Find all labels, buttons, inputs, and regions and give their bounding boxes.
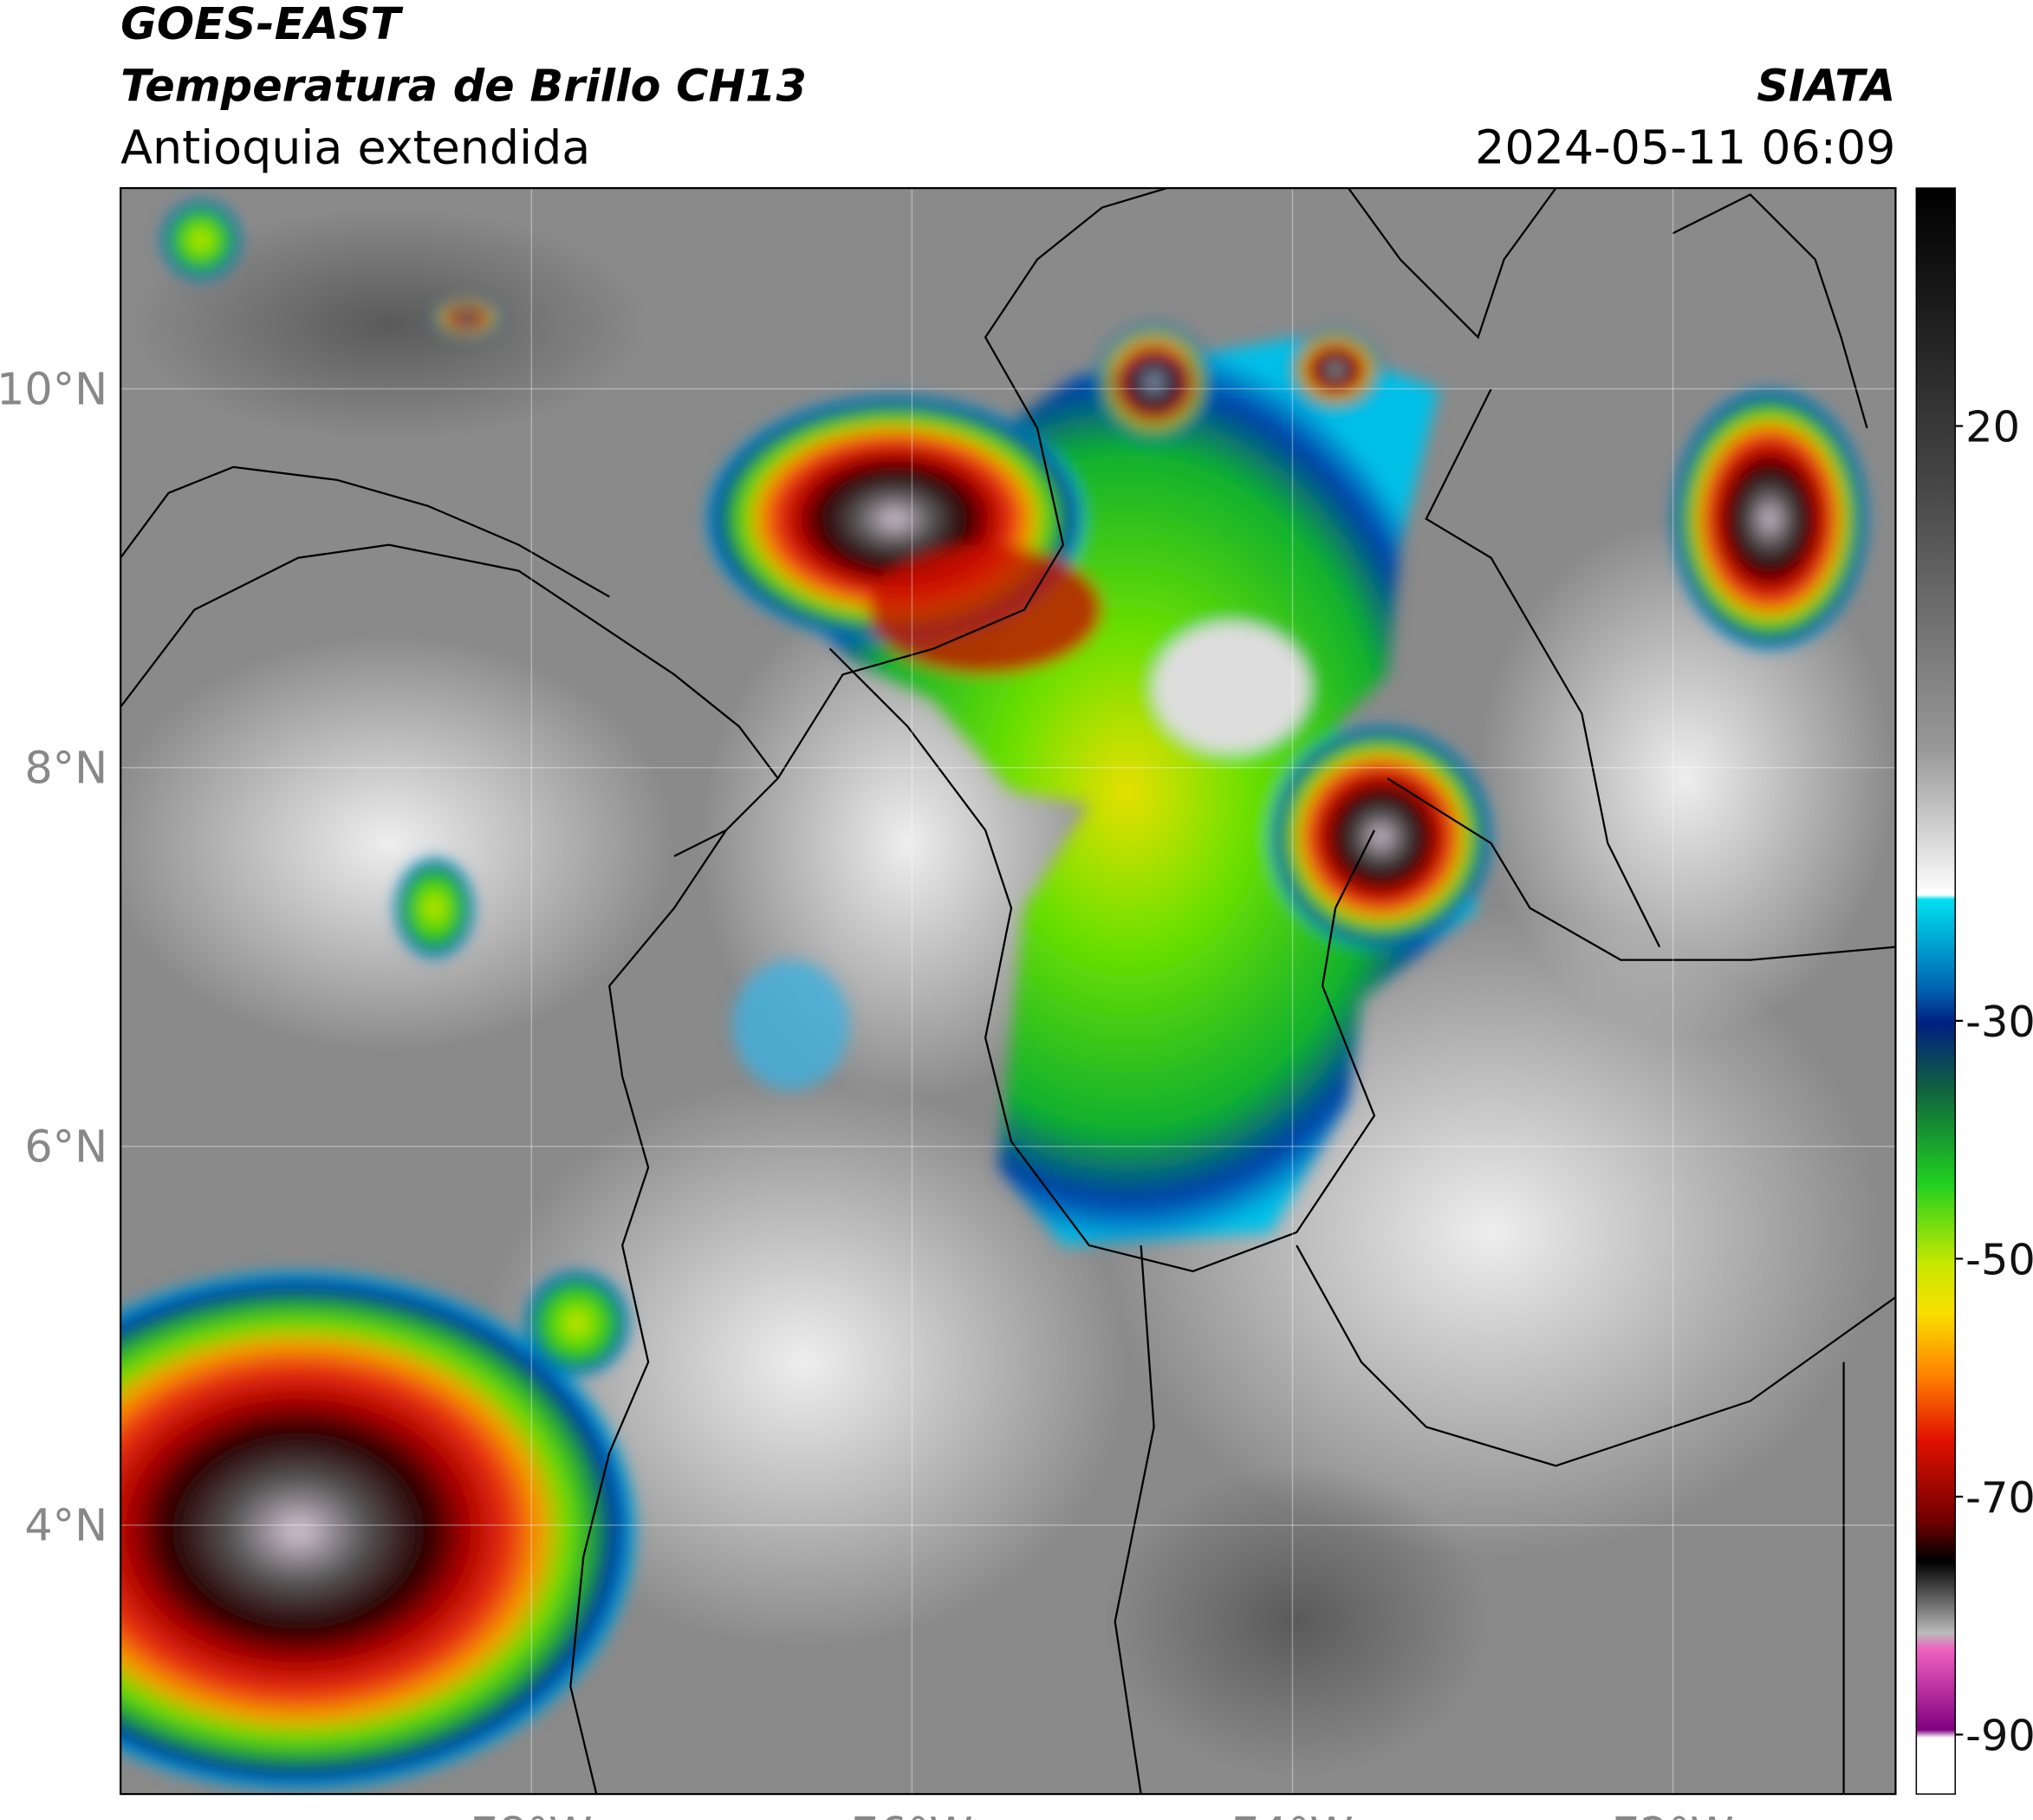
colorbar-tick-label: -30: [1965, 997, 2033, 1047]
satellite-image: [120, 188, 1896, 1795]
title: GOES-EAST: [120, 0, 404, 49]
source: SIATA: [1757, 61, 1895, 112]
datetime: 2024-05-11 06:09: [1475, 120, 1895, 175]
x-tick-label: 76°W: [851, 1808, 972, 1820]
colorbar-tick-label: -70: [1965, 1472, 2033, 1523]
colorbar-tick-label: 20: [1965, 402, 2020, 452]
subtitle: Temperatura de Brillo CH13: [120, 61, 807, 112]
y-tick-label: 8°N: [24, 743, 107, 794]
colorbar-tick-label: -50: [1965, 1234, 2033, 1284]
y-tick-label: 10°N: [0, 364, 107, 415]
coastlines: [120, 188, 1896, 1795]
colorbar-tick-label: -90: [1965, 1710, 2033, 1760]
x-tick-label: 74°W: [1231, 1808, 1353, 1820]
y-tick-label: 6°N: [24, 1121, 107, 1173]
colorbar: [1915, 187, 1956, 1795]
y-tick-label: 4°N: [24, 1500, 107, 1551]
x-tick-label: 78°W: [471, 1808, 592, 1820]
x-tick-label: 72°W: [1612, 1808, 1733, 1820]
region: Antioquia extendida: [120, 120, 590, 175]
map-frame: [120, 186, 1897, 1796]
